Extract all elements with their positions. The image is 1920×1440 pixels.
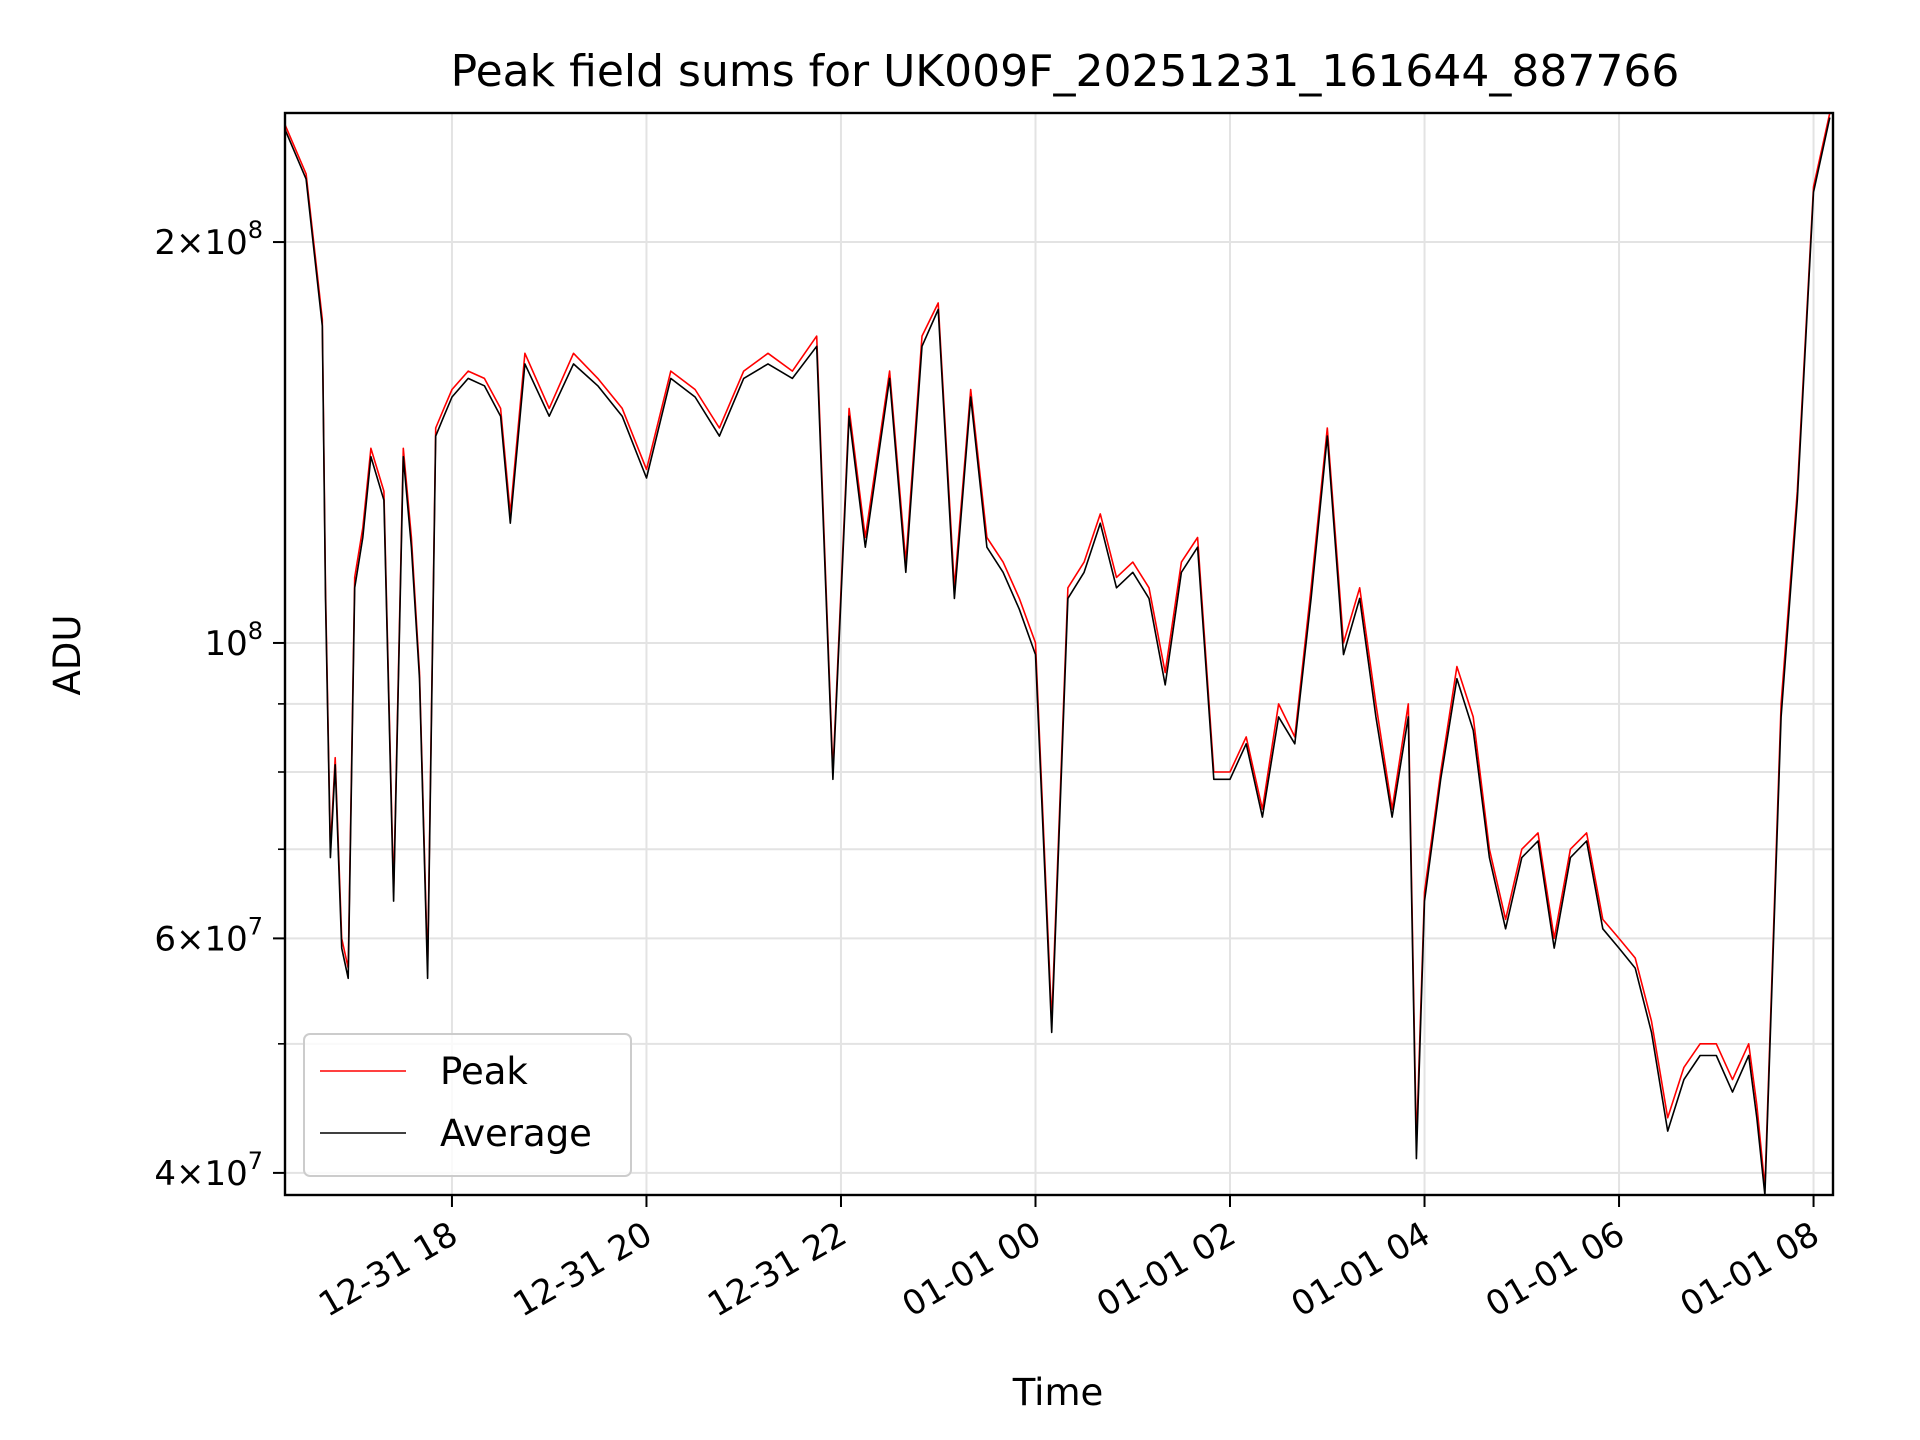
y-tick-label: 108 — [204, 617, 263, 664]
y-tick-label: 4×107 — [154, 1147, 263, 1194]
y-tick-label: 2×108 — [154, 216, 263, 263]
legend-box — [303, 1033, 632, 1177]
x-axis-label: Time — [1012, 1371, 1104, 1414]
chart-title: Peak field sums for UK009F_20251231_1616… — [451, 46, 1680, 97]
y-axis-label: ADU — [46, 615, 89, 696]
series-line-average — [284, 117, 1831, 1196]
y-axis-ticks: 4×107 6×107 108 2×108 — [154, 216, 285, 1194]
legend-label-peak: Peak — [440, 1050, 528, 1093]
y-tick-label: 6×107 — [154, 912, 263, 959]
legend-label-average: Average — [440, 1112, 592, 1155]
plot-frame — [283, 111, 1835, 1197]
legend: Peak Average — [303, 1033, 632, 1177]
series-lines — [284, 112, 1831, 1196]
